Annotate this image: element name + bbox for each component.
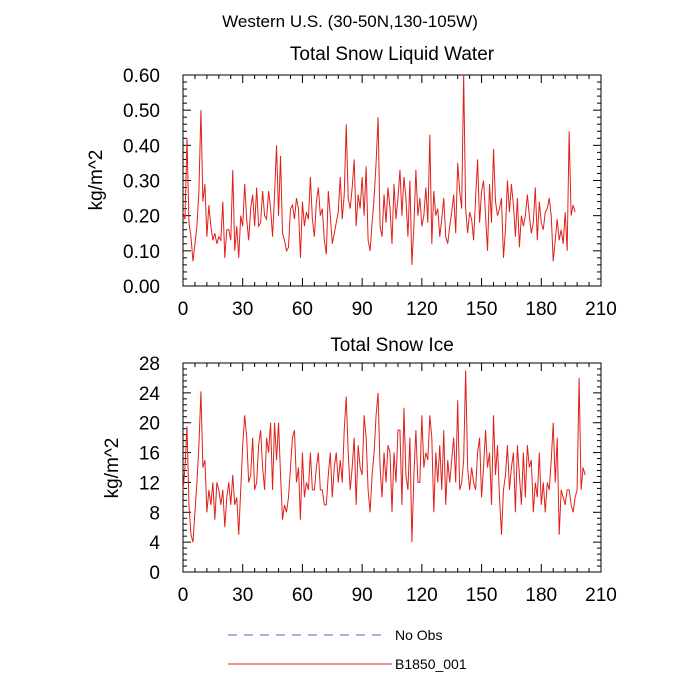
snow-ice-y-tick-label: 4 (149, 533, 160, 554)
liquid-water-chart-title: Total Snow Liquid Water (290, 44, 495, 65)
liquid-water-y-tick-label: 0.30 (123, 172, 160, 193)
liquid-water-x-tick-label: 210 (585, 299, 617, 320)
legend-label-b1850: B1850_001 (395, 656, 467, 672)
liquid-water-y-tick-label: 0.00 (123, 277, 160, 298)
liquid-water-y-tick-label: 0.50 (123, 101, 160, 122)
snow-ice-y-tick-label: 0 (149, 563, 160, 584)
snow-ice-x-tick-label: 180 (525, 585, 557, 606)
snow-ice-plot-frame (182, 362, 602, 573)
snow-ice-y-tick-label: 12 (139, 473, 160, 494)
snow-ice-y-tick-label: 28 (139, 354, 160, 375)
snow-ice-y-axis-label: kg/m^2 (102, 438, 123, 499)
liquid-water-plot-frame (182, 74, 602, 287)
snow-ice-panel: Total Snow Ice kg/m^2 0 30 60 90 120 150 180 21… (102, 335, 617, 606)
liquid-water-x-tick-label: 60 (292, 299, 313, 320)
liquid-water-x-tick-label: 0 (178, 299, 189, 320)
snow-ice-x-tick-label: 60 (292, 585, 313, 606)
snow-ice-y-tick-label: 24 (139, 384, 161, 405)
snow-ice-y-tick-label: 20 (139, 414, 160, 435)
snow-ice-chart-title: Total Snow Ice (330, 335, 454, 356)
liquid-water-panel: Total Snow Liquid Water kg/m^2 0 30 60 90 12… (86, 44, 617, 320)
legend: No Obs B1850_001 (228, 627, 467, 672)
snow-ice-series-line (182, 370, 586, 543)
liquid-water-x-tick-label: 150 (466, 299, 498, 320)
snow-ice-x-tick-label: 30 (232, 585, 253, 606)
snow-ice-y-tick-label: 16 (139, 444, 160, 465)
liquid-water-y-tick-label: 0.20 (123, 207, 160, 228)
liquid-water-y-tick-label: 0.60 (123, 66, 160, 87)
snow-ice-x-tick-label: 210 (585, 585, 617, 606)
figure-suptitle: Western U.S. (30-50N,130-105W) (222, 12, 478, 31)
snow-ice-y-tick-label: 8 (149, 503, 160, 524)
liquid-water-x-tick-label: 180 (525, 299, 557, 320)
snow-ice-x-tick-label: 0 (178, 585, 189, 606)
liquid-water-x-tick-label: 30 (232, 299, 253, 320)
legend-label-no-obs: No Obs (395, 627, 442, 643)
liquid-water-y-tick-label: 0.10 (123, 242, 160, 263)
snow-ice-x-tick-label: 150 (466, 585, 498, 606)
liquid-water-x-tick-label: 120 (406, 299, 438, 320)
liquid-water-series-line (182, 74, 576, 265)
snow-ice-x-tick-label: 120 (406, 585, 438, 606)
liquid-water-x-tick-label: 90 (352, 299, 373, 320)
liquid-water-y-tick-label: 0.40 (123, 136, 160, 157)
snow-ice-x-tick-label: 90 (352, 585, 373, 606)
liquid-water-y-axis-label: kg/m^2 (86, 150, 107, 211)
